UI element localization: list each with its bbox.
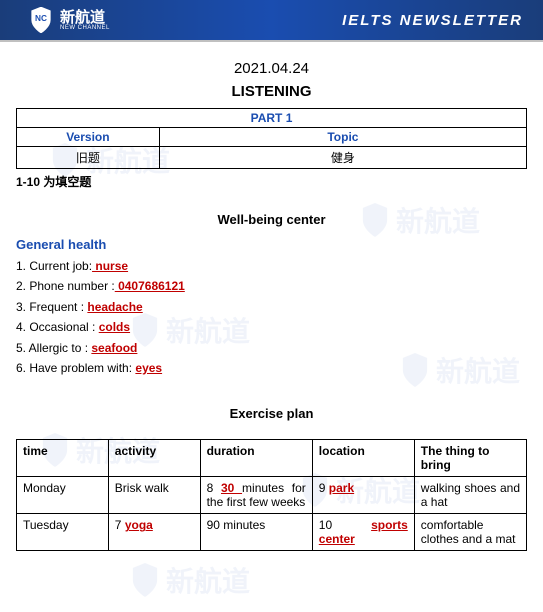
r1-time: Monday [17, 477, 109, 514]
q3-pre: 3. Frequent : [16, 300, 87, 314]
r2-location: 10 sports center [312, 514, 414, 551]
q5-answer: seafood [91, 341, 137, 355]
r1-bring: walking shoes and a hat [414, 477, 526, 514]
q4-answer: colds [99, 320, 130, 334]
r1-activity: Brisk walk [108, 477, 200, 514]
col-version: Version [17, 128, 160, 147]
exercise-table: time activity duration location The thin… [16, 439, 527, 551]
r2-duration: 90 minutes [200, 514, 312, 551]
header-bar: NC 新航道 NEW CHANNEL IELTS NEWSLETTER [0, 0, 543, 40]
q3-answer: headache [87, 300, 142, 314]
brand-logo: NC 新航道 NEW CHANNEL [30, 7, 110, 33]
part-label: PART 1 [17, 109, 527, 128]
brand-name-en: NEW CHANNEL [60, 25, 110, 31]
table-row: Tuesday 7 yoga 90 minutes 10 sports cent… [17, 514, 527, 551]
r1-loc-answer: park [329, 481, 354, 495]
r2-activity: 7 yoga [108, 514, 200, 551]
date: 2021.04.24 [16, 60, 527, 77]
question-list: 1. Current job: nurse 2. Phone number : … [16, 256, 527, 378]
section-title: LISTENING [16, 83, 527, 100]
q6-pre: 6. Have problem with: [16, 361, 135, 375]
th-time: time [17, 440, 109, 477]
brand-name-cn: 新航道 [60, 10, 110, 25]
topic-value: 健身 [159, 147, 526, 169]
r2-time: Tuesday [17, 514, 109, 551]
shield-icon: NC [30, 7, 52, 33]
q1-pre: 1. Current job: [16, 259, 92, 273]
q4-pre: 4. Occasional : [16, 320, 99, 334]
col-topic: Topic [159, 128, 526, 147]
q2-answer: 0407686121 [115, 279, 185, 293]
q2-pre: 2. Phone number : [16, 279, 115, 293]
svg-text:NC: NC [35, 14, 47, 23]
q3: 3. Frequent : headache [16, 297, 527, 317]
r2-act-answer: yoga [125, 518, 153, 532]
q1-answer: nurse [92, 259, 128, 273]
center-subtitle: Well-being center [16, 212, 527, 227]
table-header-row: time activity duration location The thin… [17, 440, 527, 477]
fill-label: 1-10 为填空题 [16, 173, 527, 190]
th-location: location [312, 440, 414, 477]
q6: 6. Have problem with: eyes [16, 358, 527, 378]
q2: 2. Phone number : 0407686121 [16, 276, 527, 296]
r2-bring: comfortable clothes and a mat [414, 514, 526, 551]
general-health-label: General health [16, 237, 527, 252]
header-title: IELTS NEWSLETTER [342, 12, 523, 29]
q4: 4. Occasional : colds [16, 317, 527, 337]
r1-location: 9 park [312, 477, 414, 514]
watermark: 新航道 [130, 560, 250, 600]
part-table: PART 1 Version Topic 旧题 健身 [16, 108, 527, 169]
exercise-title: Exercise plan [16, 406, 527, 421]
table-row: Monday Brisk walk 8 30 minutes for the f… [17, 477, 527, 514]
th-activity: activity [108, 440, 200, 477]
q5: 5. Allergic to : seafood [16, 338, 527, 358]
th-bring: The thing to bring [414, 440, 526, 477]
r1-duration: 8 30 minutes for the first few weeks [200, 477, 312, 514]
q5-pre: 5. Allergic to : [16, 341, 91, 355]
version-value: 旧题 [17, 147, 160, 169]
th-duration: duration [200, 440, 312, 477]
q6-answer: eyes [135, 361, 162, 375]
q1: 1. Current job: nurse [16, 256, 527, 276]
r1-dur-answer: 30 [221, 481, 242, 495]
